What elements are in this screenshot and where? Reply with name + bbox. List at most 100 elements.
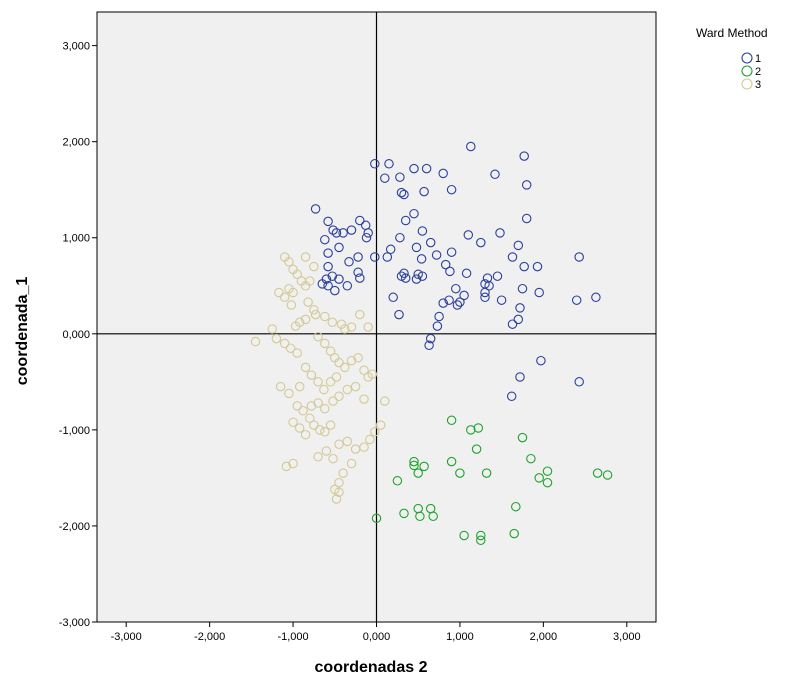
data-point-series-1: [444, 295, 454, 305]
data-point-series-3: [380, 396, 390, 406]
data-point-series-1: [459, 290, 469, 301]
data-point-series-2: [526, 453, 536, 464]
data-point-series-1: [461, 268, 472, 279]
data-point-series-3: [285, 343, 296, 353]
data-point-series-3: [288, 417, 298, 427]
data-point-series-1: [323, 216, 333, 227]
data-point-series-1: [317, 279, 328, 289]
data-point-series-1: [490, 169, 500, 180]
data-point-series-3: [334, 487, 344, 498]
data-point-series-3: [294, 381, 305, 392]
x-axis-title: coordenadas 2: [315, 659, 428, 675]
data-point-series-3: [325, 346, 336, 356]
data-point-series-1: [394, 309, 404, 320]
data-point-series-2: [509, 528, 519, 539]
data-point-series-1: [413, 269, 423, 280]
x-tick-label: 1,000: [446, 631, 474, 643]
data-point-series-3: [271, 333, 282, 344]
data-point-series-3: [334, 391, 344, 402]
data-point-series-3: [334, 439, 344, 450]
data-point-series-3: [290, 321, 301, 331]
data-point-series-1: [327, 271, 338, 281]
data-point-series-3: [367, 369, 378, 379]
data-point-series-3: [292, 348, 302, 358]
data-point-series-2: [455, 468, 465, 478]
reference-lines: [97, 12, 656, 622]
data-point-series-3: [279, 292, 290, 303]
data-point-series-1: [425, 333, 436, 344]
data-point-series-2: [534, 473, 544, 483]
data-point-series-3: [300, 429, 311, 440]
data-point-series-1: [411, 242, 422, 253]
data-point-series-3: [250, 336, 261, 347]
data-point-series-1: [399, 268, 409, 279]
data-point-series-1: [446, 184, 457, 195]
data-point-series-3: [286, 300, 297, 310]
data-point-series-1: [344, 257, 354, 267]
data-point-series-3: [350, 444, 361, 454]
data-point-series-1: [331, 228, 342, 238]
data-point-series-1: [574, 252, 584, 262]
data-point-series-2: [415, 511, 425, 522]
data-point-series-1: [571, 295, 582, 305]
x-tick-label: -1,000: [277, 631, 308, 643]
data-point-series-3: [334, 477, 344, 488]
data-point-series-1: [334, 242, 344, 253]
data-point-series-1: [513, 314, 524, 325]
data-point-series-1: [438, 298, 448, 308]
data-point-series-1: [521, 180, 532, 190]
data-point-series-3: [309, 420, 319, 430]
data-point-series-1: [440, 259, 451, 270]
legend-title: Ward Method: [696, 26, 768, 40]
data-point-series-1: [370, 252, 380, 262]
data-point-series-1: [395, 232, 405, 243]
data-point-series-2: [371, 513, 382, 524]
data-point-series-3: [355, 309, 365, 320]
data-point-series-1: [346, 225, 357, 235]
data-point-series-3: [363, 322, 373, 332]
data-point-series-2: [473, 423, 484, 433]
data-point-series-3: [353, 353, 363, 363]
data-point-series-2: [392, 476, 403, 486]
data-point-series-3: [328, 396, 338, 406]
data-point-series-3: [267, 324, 277, 334]
y-tick-label: 1,000: [62, 233, 90, 245]
data-point-series-3: [309, 261, 319, 272]
y-axis-title: coordenada_1: [14, 277, 31, 386]
data-point-series-1: [506, 391, 517, 402]
data-point-series-3: [320, 403, 330, 414]
data-point-series-2: [399, 508, 409, 519]
data-point-series-1: [515, 372, 525, 382]
data-point-series-3: [294, 423, 305, 433]
data-point-series-2: [409, 456, 419, 467]
data-point-series-1: [425, 237, 436, 248]
data-point-series-1: [507, 252, 518, 262]
data-point-series-1: [417, 226, 428, 236]
data-point-series-3: [300, 281, 311, 291]
data-point-series-1: [400, 215, 411, 226]
data-point-series-1: [342, 281, 353, 291]
data-point-series-2: [413, 468, 423, 478]
data-point-series-1: [517, 283, 528, 294]
data-point-series-3: [350, 381, 361, 392]
y-axis-ticks: -3,000 -2,000 -1,000 0,000 1,000 2,000 3,000: [59, 41, 97, 629]
data-point-series-1: [519, 151, 529, 161]
data-point-series-2: [428, 511, 438, 522]
data-point-series-1: [492, 271, 503, 281]
data-point-series-3: [319, 384, 329, 395]
data-point-series-1: [338, 228, 348, 238]
data-point-series-3: [340, 362, 350, 373]
data-point-series-3: [334, 357, 344, 368]
data-point-series-3: [321, 446, 332, 456]
data-point-series-2: [466, 425, 476, 435]
data-point-series-2: [446, 415, 457, 426]
data-point-series-2: [471, 444, 482, 454]
data-point-series-1: [396, 187, 407, 198]
y-tick-label: 3,000: [62, 41, 90, 53]
data-point-series-1: [396, 271, 407, 281]
x-tick-label: -3,000: [111, 631, 142, 643]
data-point-series-3: [298, 405, 308, 416]
data-point-series-1: [434, 311, 444, 322]
x-tick-label: 0,000: [363, 631, 391, 643]
legend-label-3: 3: [755, 79, 761, 91]
